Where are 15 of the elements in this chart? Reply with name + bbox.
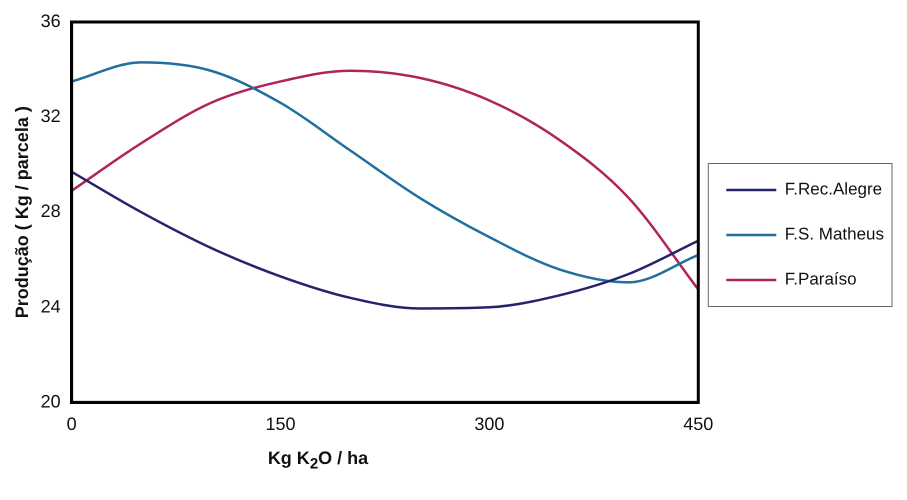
- line-series: [72, 170, 698, 310]
- y-tick-label: 36: [40, 10, 61, 31]
- legend-label: F.S. Matheus: [784, 224, 884, 244]
- x-tick-label: 450: [683, 414, 714, 434]
- y-tick-label: 24: [40, 296, 61, 316]
- x-tick-label: 0: [66, 414, 77, 434]
- y-tick-label: 32: [40, 106, 61, 126]
- x-tick-label: 150: [265, 414, 296, 434]
- x-axis-title: Kg K$_{2}$O / ha: [266, 448, 370, 473]
- y-tick-label: 20: [40, 391, 61, 412]
- legend-label: F.Paraíso: [784, 270, 857, 289]
- y-axis-title: Produção ( Kg / parcela ): [12, 106, 32, 318]
- x-tick-label: 300: [474, 414, 504, 434]
- legend-label: F.Rec.Alegre: [784, 180, 882, 199]
- y-tick-label: 28: [40, 201, 61, 222]
